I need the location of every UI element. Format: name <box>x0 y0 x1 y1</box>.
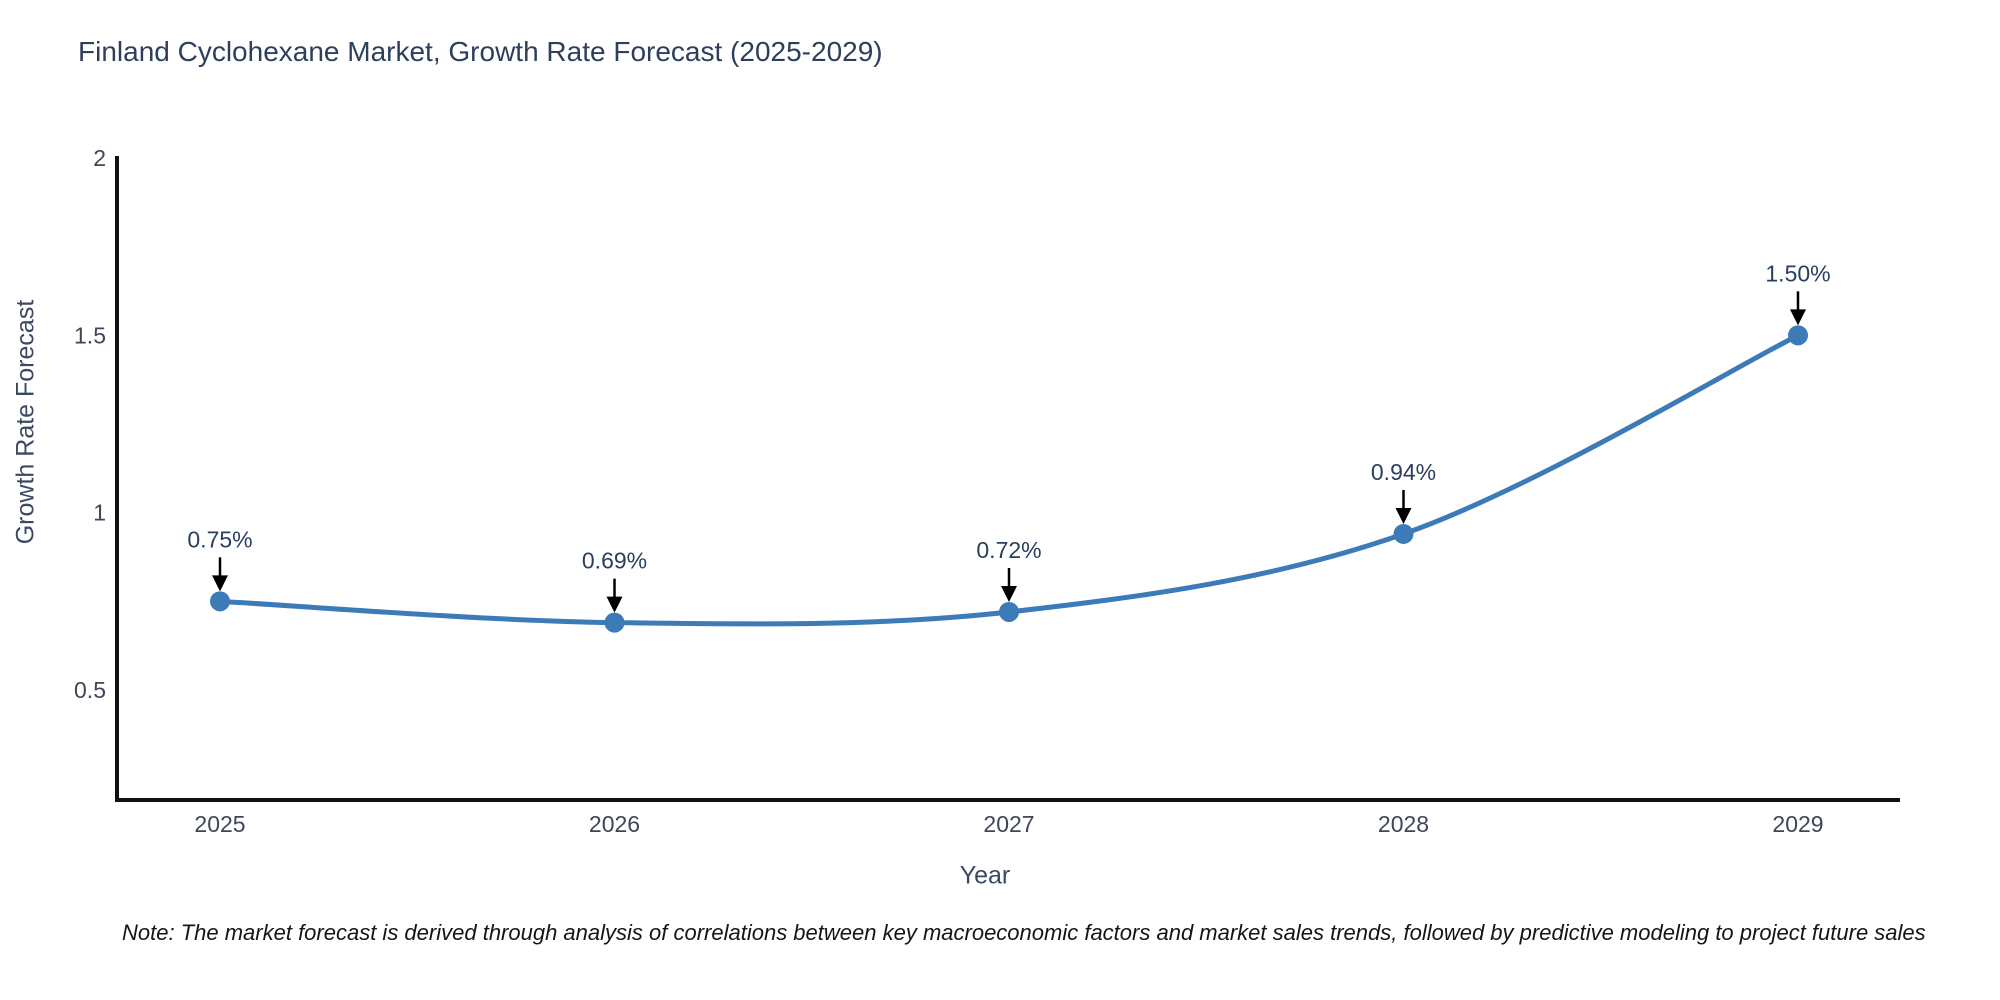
point-annotation: 0.72% <box>976 537 1042 602</box>
data-marker-layer <box>210 325 1808 633</box>
data-point-marker <box>210 591 230 612</box>
footnote: Note: The market forecast is derived thr… <box>122 920 1926 945</box>
annotation-arrowhead-icon <box>212 575 228 592</box>
y-tick-label: 2 <box>93 145 106 171</box>
data-point-marker <box>999 601 1019 622</box>
point-value-label: 1.50% <box>1765 260 1830 286</box>
x-tick-label: 2029 <box>1772 811 1823 837</box>
point-value-label: 0.94% <box>1371 459 1436 485</box>
data-point-marker <box>604 612 625 633</box>
axis-ticks: 0.5 1 1.5 2 2025 2026 2027 2028 2029 <box>74 145 1824 837</box>
x-tick-label: 2025 <box>194 811 245 837</box>
point-value-label: 0.75% <box>187 526 252 552</box>
annotation-arrowhead-icon <box>1001 585 1017 602</box>
y-axis-title: Growth Rate Forecast <box>11 299 40 545</box>
y-tick-label: 1.5 <box>74 322 106 348</box>
data-point-marker <box>1393 523 1414 544</box>
point-value-label: 0.69% <box>582 548 647 574</box>
point-value-label: 0.72% <box>976 537 1041 563</box>
point-annotation: 0.69% <box>582 548 647 613</box>
point-annotation: 0.94% <box>1371 459 1436 524</box>
x-tick-label: 2027 <box>983 811 1034 837</box>
y-tick-label: 1 <box>93 500 106 526</box>
point-annotation: 1.50% <box>1765 260 1831 326</box>
annotation-layer: 0.75% 0.69% 0.72% 0.94% 1.50% <box>187 260 1831 613</box>
annotation-arrowhead-icon <box>606 596 623 613</box>
data-point-marker <box>1788 325 1808 346</box>
chart-title: Finland Cyclohexane Market, Growth Rate … <box>78 36 883 67</box>
y-tick-label: 0.5 <box>74 677 106 703</box>
x-tick-label: 2028 <box>1378 811 1429 837</box>
annotation-arrowhead-icon <box>1395 507 1412 524</box>
point-annotation: 0.75% <box>187 526 253 592</box>
x-axis-title: Year <box>959 861 1011 890</box>
annotation-arrowhead-icon <box>1790 309 1806 326</box>
x-tick-label: 2026 <box>589 811 640 837</box>
